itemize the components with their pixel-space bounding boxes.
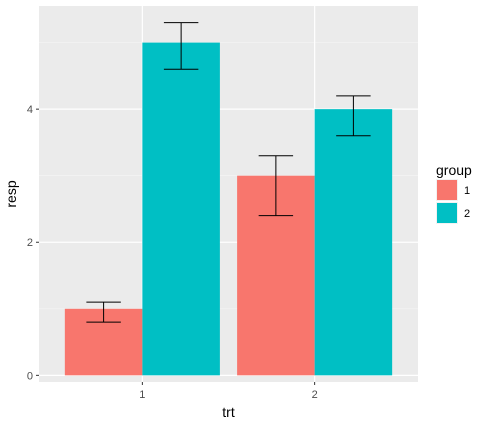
legend-key-1: [437, 180, 457, 200]
x-axis-title: trt: [222, 404, 235, 420]
x-tick-label: 2: [312, 389, 318, 401]
legend-label-1: 1: [464, 185, 470, 197]
y-axis-title: resp: [3, 180, 19, 207]
bar-group-2-trt-1: [142, 42, 220, 376]
errorbar-group-1-trt-1: [86, 301, 121, 323]
bars: [64, 42, 393, 376]
errorbar-group-2-trt-1: [163, 22, 199, 70]
bar-group-2-trt-2: [314, 109, 393, 376]
y-tick-label: 2: [27, 237, 33, 249]
legend: group 1 2: [436, 162, 472, 224]
legend-label-2: 2: [464, 208, 470, 220]
error-bars: [86, 22, 371, 323]
y-tick-label: 0: [27, 370, 33, 382]
legend-key-2: [437, 203, 457, 223]
legend-title: group: [436, 162, 472, 178]
x-tick-label: 1: [139, 389, 145, 401]
errorbar-group-2-trt-2: [336, 95, 371, 137]
y-tick-label: 4: [27, 104, 33, 116]
errorbar-group-1-trt-2: [258, 155, 294, 217]
axes: resp trt 0 2 4 1 2: [3, 104, 318, 420]
